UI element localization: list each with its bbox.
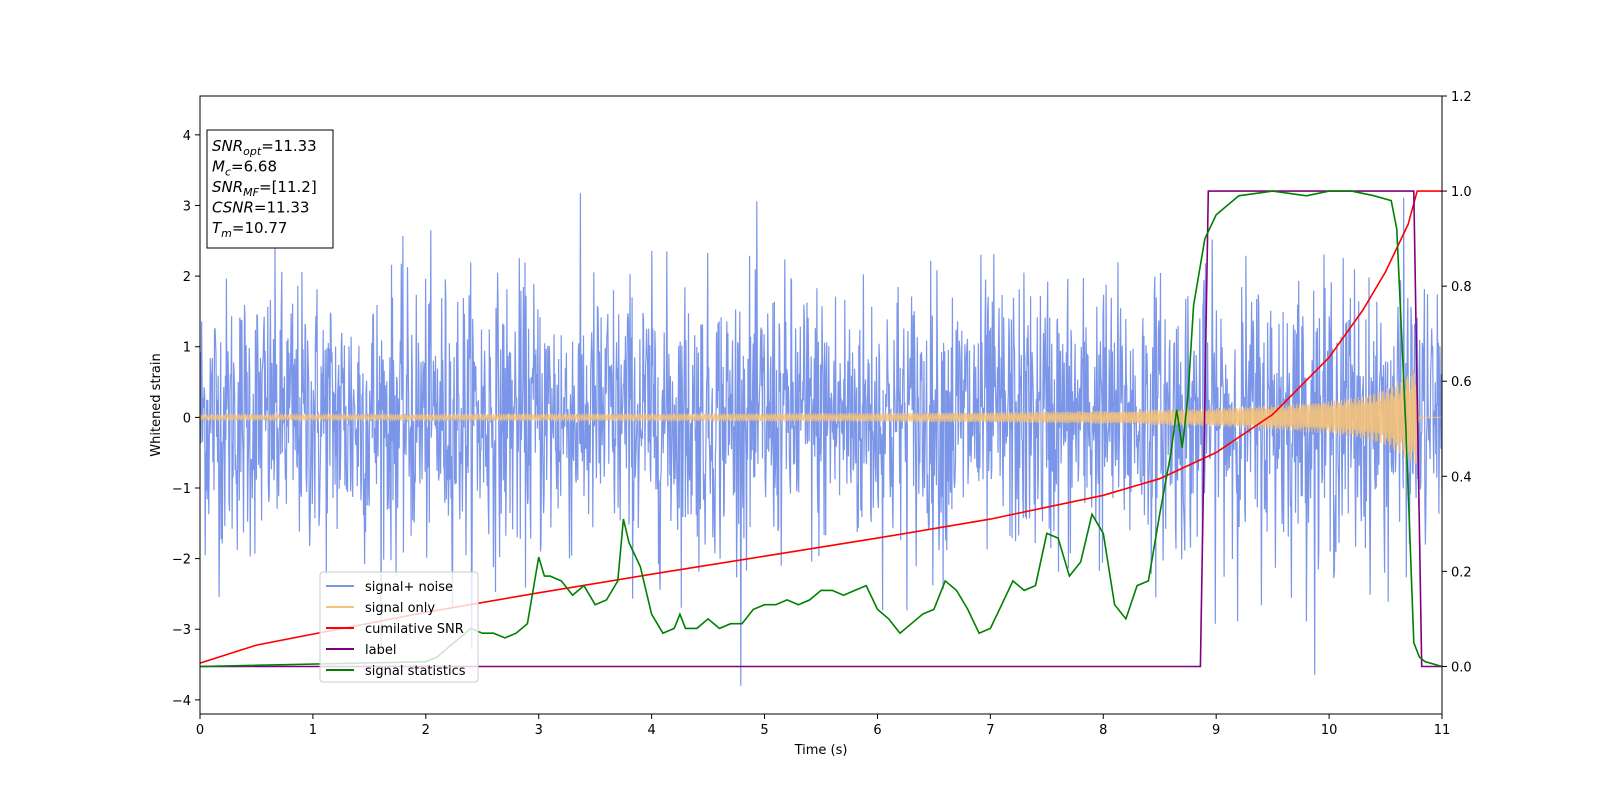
y2-tick-label: 0.0 [1451, 660, 1472, 675]
y-tick-label: −2 [172, 553, 191, 568]
x-tick-label: 11 [1434, 723, 1451, 738]
x-tick-label: 8 [1099, 723, 1107, 738]
y-tick-label: 4 [183, 129, 191, 144]
x-tick-label: 5 [760, 723, 768, 738]
series-signal-noise-line [200, 193, 1442, 686]
annotation-line: CSNR=11.33 [212, 199, 309, 217]
y-axis-label: Whitened strain [149, 353, 164, 456]
x-tick-label: 6 [873, 723, 881, 738]
x-tick-label: 9 [1212, 723, 1220, 738]
y2-tick-label: 0.8 [1451, 280, 1472, 295]
y-tick-label: 0 [183, 411, 191, 426]
legend-label: signal statistics [365, 664, 466, 679]
annotation-line: Tm=10.77 [212, 219, 287, 240]
y2-tick-label: 1.0 [1451, 185, 1472, 200]
x-tick-label: 7 [986, 723, 994, 738]
y2-tick-label: 0.6 [1451, 375, 1472, 390]
y-tick-label: 2 [183, 270, 191, 285]
y2-tick-label: 0.2 [1451, 565, 1472, 580]
x-axis-label: Time (s) [794, 743, 848, 758]
series-signal-statistics-line [200, 190, 1442, 668]
y-tick-label: −4 [172, 694, 191, 709]
x-tick-label: 1 [309, 723, 317, 738]
y-tick-label: −3 [172, 623, 191, 638]
y-tick-label: −1 [172, 482, 191, 497]
x-tick-label: 4 [647, 723, 655, 738]
y2-tick-label: 0.4 [1451, 470, 1472, 485]
legend-label: label [365, 643, 396, 658]
x-tick-label: 3 [535, 723, 543, 738]
legend-label: signal only [365, 601, 435, 616]
y-tick-label: 1 [183, 341, 191, 356]
annotation-line: SNRMF=[11.2] [212, 178, 317, 199]
legend-label: signal+ noise [365, 580, 453, 595]
annotation-line: Mc=6.68 [212, 158, 277, 179]
legend: signal+ noise signal only cumilative SNR la… [319, 571, 479, 683]
legend-box [319, 571, 479, 683]
x-tick-label: 2 [422, 723, 430, 738]
plot-frame [199, 95, 1443, 715]
legend-label: cumilative SNR [365, 622, 464, 637]
stats-annotation: SNRopt=11.33Mc=6.68SNRMF=[11.2]CSNR=11.3… [206, 129, 334, 249]
annotation-box [206, 129, 334, 249]
series-signal-only-line [200, 369, 1442, 465]
y2-tick-label: 1.2 [1451, 90, 1472, 105]
annotation-line: SNRopt=11.33 [212, 137, 317, 158]
x-tick-label: 0 [196, 723, 204, 738]
series-label-line [200, 190, 1442, 668]
x-tick-label: 10 [1321, 723, 1338, 738]
y-tick-label: 3 [183, 199, 191, 214]
